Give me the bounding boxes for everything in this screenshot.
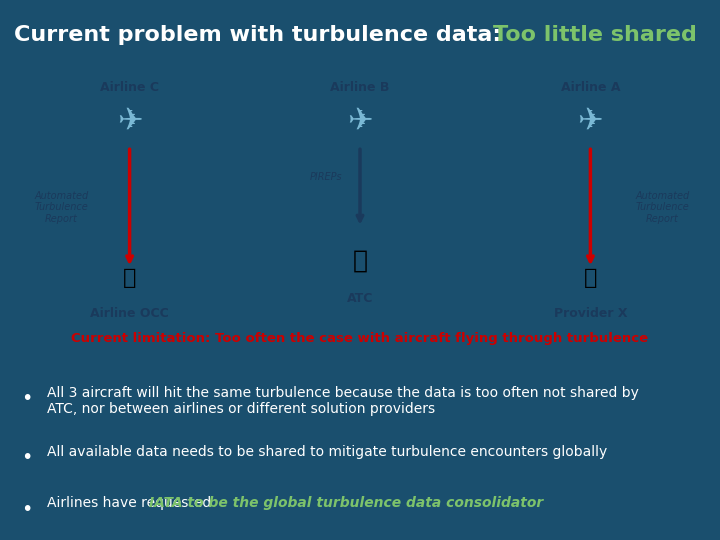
Text: 🗼: 🗼 [353,248,367,273]
Text: ✈: ✈ [347,106,373,136]
Text: Automated
Turbulence
Report: Automated Turbulence Report [34,191,89,224]
Text: 🖥: 🖥 [123,268,136,288]
Text: 🖥: 🖥 [584,268,597,288]
Text: •: • [22,448,33,467]
Text: IATA to be the global turbulence data consolidator: IATA to be the global turbulence data co… [149,496,544,510]
Text: Current limitation: Too often the case with aircraft flying through turbulence: Current limitation: Too often the case w… [71,332,649,345]
Text: ✈: ✈ [577,106,603,136]
Text: All 3 aircraft will hit the same turbulence because the data is too often not sh: All 3 aircraft will hit the same turbule… [47,386,639,416]
Text: All available data needs to be shared to mitigate turbulence encounters globally: All available data needs to be shared to… [47,444,607,458]
Text: •: • [22,389,33,408]
Text: Airline B: Airline B [330,82,390,94]
Text: Airline A: Airline A [561,82,620,94]
Text: Airline OCC: Airline OCC [90,307,169,320]
Text: •: • [22,500,33,518]
Text: ✈: ✈ [117,106,143,136]
Text: Automated
Turbulence
Report: Automated Turbulence Report [635,191,690,224]
Text: Airline C: Airline C [100,82,159,94]
Text: ATC: ATC [347,292,373,305]
Text: Current problem with turbulence data:: Current problem with turbulence data: [14,25,510,45]
Text: Airlines have requested: Airlines have requested [47,496,215,510]
Text: PIREPs: PIREPs [310,172,342,182]
Text: Too little shared: Too little shared [493,25,697,45]
Text: Provider X: Provider X [554,307,627,320]
